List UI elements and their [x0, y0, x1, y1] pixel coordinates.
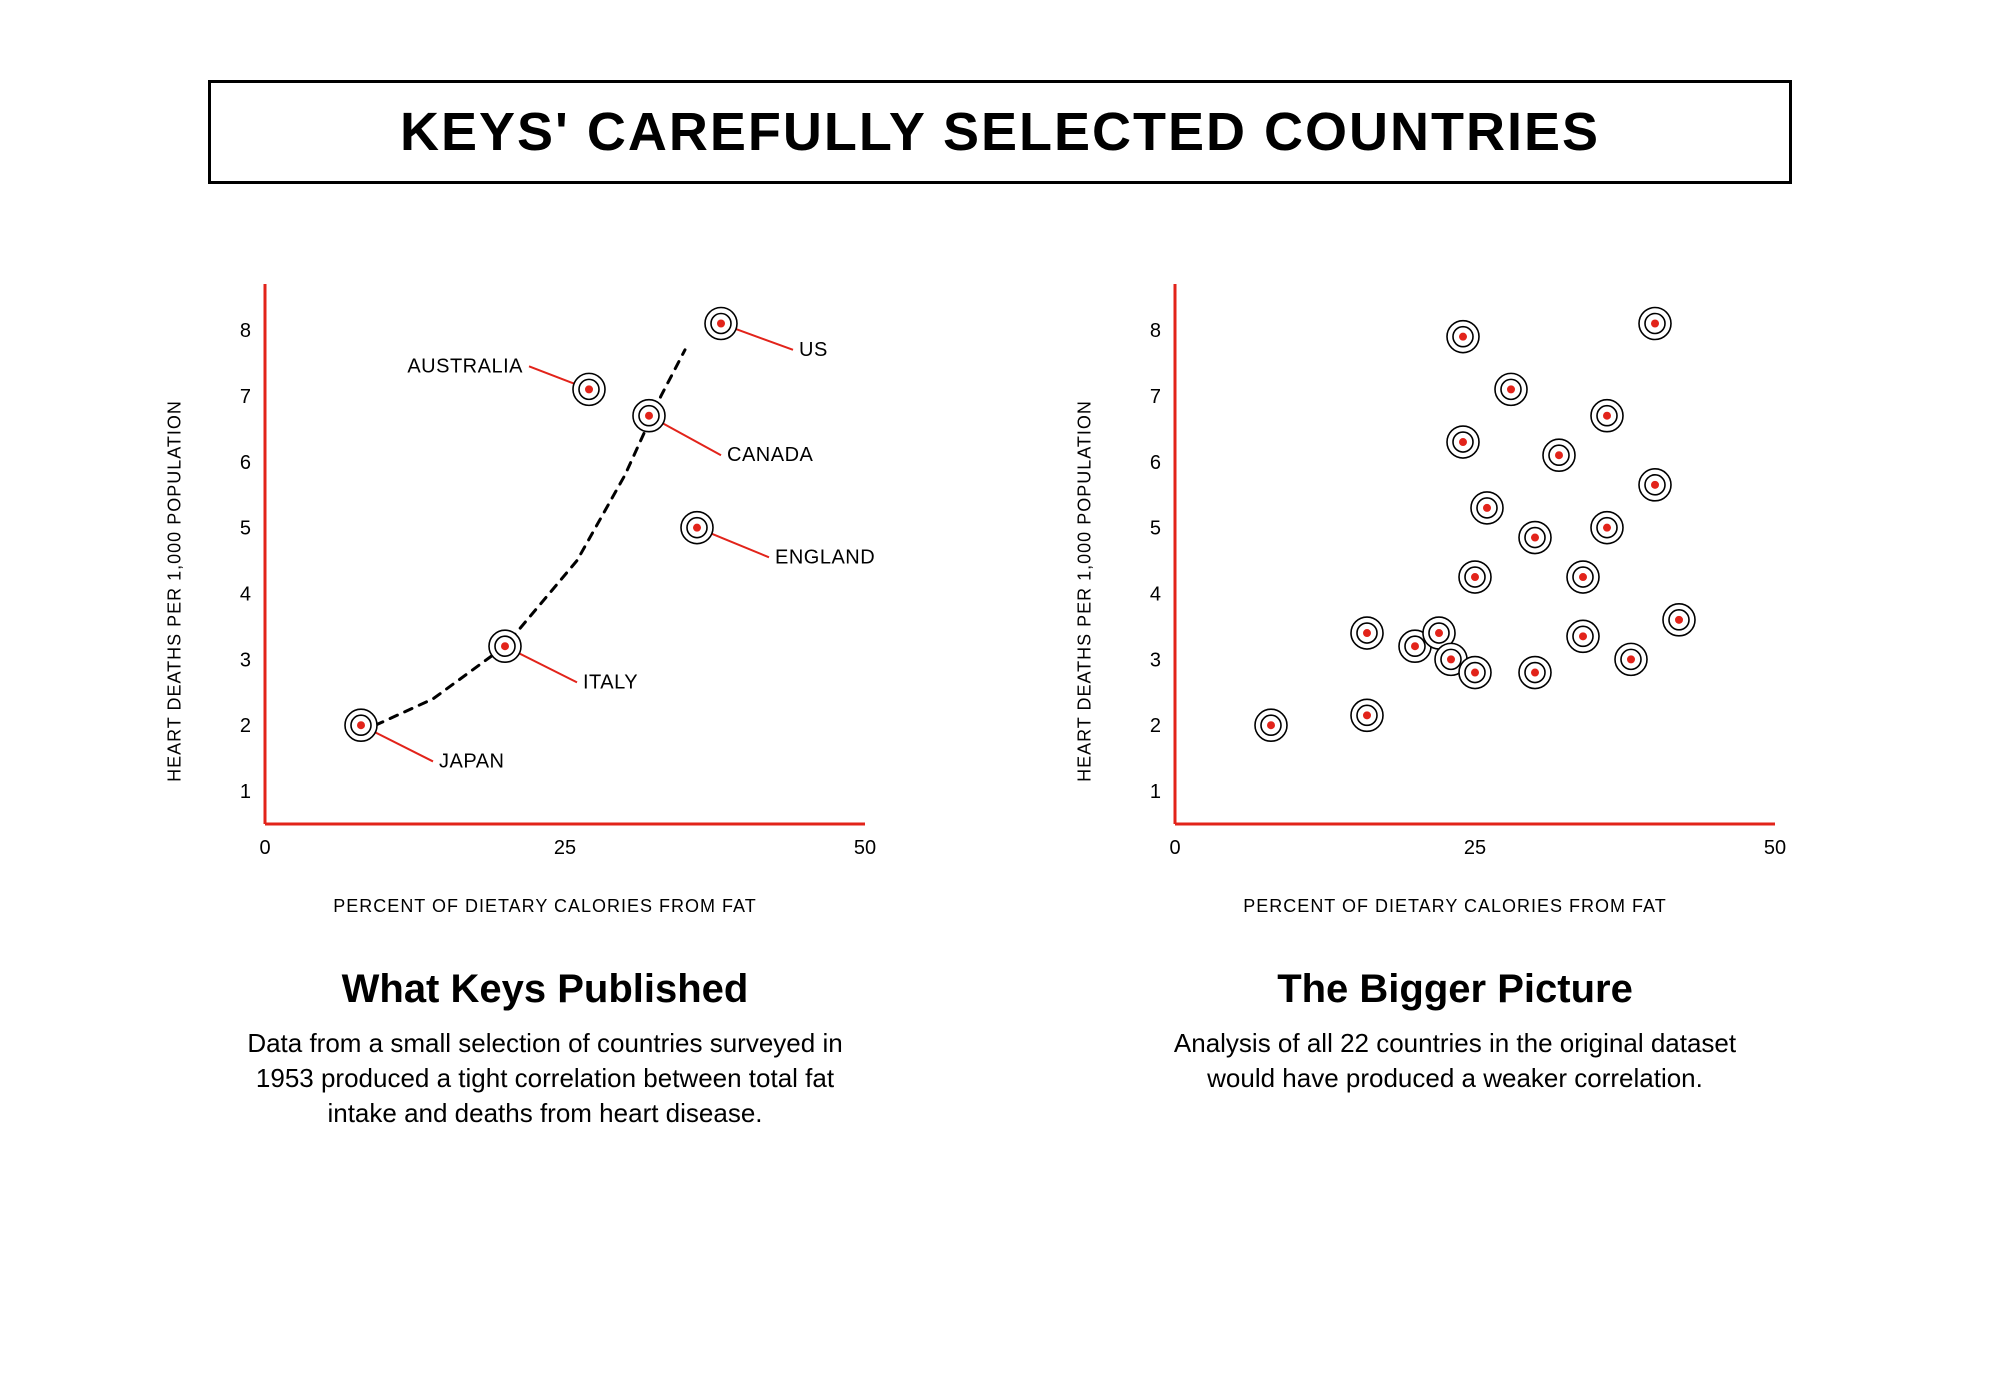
svg-text:4: 4 — [240, 584, 251, 606]
svg-text:7: 7 — [240, 386, 251, 408]
svg-text:25: 25 — [554, 837, 576, 859]
svg-text:1: 1 — [240, 781, 251, 803]
svg-text:50: 50 — [1764, 837, 1786, 859]
chart-right-caption: Analysis of all 22 countries in the orig… — [1155, 1026, 1755, 1096]
svg-text:8: 8 — [1150, 320, 1161, 342]
x-axis-label-right: PERCENT OF DIETARY CALORIES FROM FAT — [1105, 896, 1805, 917]
y-axis-label-left: HEART DEATHS PER 1,000 POPULATION — [165, 400, 186, 782]
chart-right-wrap: HEART DEATHS PER 1,000 POPULATION 123456… — [1105, 264, 1805, 917]
svg-text:4: 4 — [1150, 584, 1161, 606]
svg-text:CANADA: CANADA — [727, 444, 814, 466]
svg-text:7: 7 — [1150, 386, 1161, 408]
y-axis-label-right: HEART DEATHS PER 1,000 POPULATION — [1075, 400, 1096, 782]
svg-text:0: 0 — [1169, 837, 1180, 859]
svg-text:5: 5 — [1150, 518, 1161, 540]
x-axis-label-left: PERCENT OF DIETARY CALORIES FROM FAT — [195, 896, 895, 917]
chart-left-caption: Data from a small selection of countries… — [245, 1026, 845, 1131]
title-box: KEYS' CAREFULLY SELECTED COUNTRIES — [208, 80, 1792, 184]
svg-text:US: US — [799, 339, 828, 361]
charts-row: HEART DEATHS PER 1,000 POPULATION 1 2 3 4 5 6… — [120, 264, 1880, 1131]
chart-left-subtitle: What Keys Published — [342, 967, 749, 1012]
svg-text:JAPAN: JAPAN — [439, 750, 504, 772]
svg-text:ITALY: ITALY — [583, 671, 638, 693]
chart-left-wrap: HEART DEATHS PER 1,000 POPULATION 123456… — [195, 264, 895, 917]
svg-text:6: 6 — [1150, 452, 1161, 474]
svg-text:6: 6 — [240, 452, 251, 474]
svg-text:25: 25 — [1464, 837, 1486, 859]
scatter-chart-left: 1 2 3 4 5 6 7 8 0 25 50 JAPAN ITALY ENGLAND CANADA AUST… — [195, 264, 895, 884]
svg-text:3: 3 — [1150, 649, 1161, 671]
svg-text:0: 0 — [259, 837, 270, 859]
svg-text:AUSTRALIA: AUSTRALIA — [407, 355, 523, 377]
svg-text:8: 8 — [240, 320, 251, 342]
svg-text:2: 2 — [1150, 715, 1161, 737]
svg-text:3: 3 — [240, 649, 251, 671]
chart-right-column: HEART DEATHS PER 1,000 POPULATION 1 2 3 4 5 6… — [1050, 264, 1860, 1131]
page-title: KEYS' CAREFULLY SELECTED COUNTRIES — [251, 101, 1749, 163]
scatter-chart-right: 1 2 3 4 5 6 7 8 0 25 50 — [1105, 264, 1805, 884]
svg-text:1: 1 — [1150, 781, 1161, 803]
svg-text:ENGLAND: ENGLAND — [775, 546, 875, 568]
chart-left-column: HEART DEATHS PER 1,000 POPULATION 1 2 3 4 5 6… — [140, 264, 950, 1131]
chart-right-subtitle: The Bigger Picture — [1277, 967, 1633, 1012]
svg-text:5: 5 — [240, 518, 251, 540]
svg-text:50: 50 — [854, 837, 876, 859]
svg-text:2: 2 — [240, 715, 251, 737]
